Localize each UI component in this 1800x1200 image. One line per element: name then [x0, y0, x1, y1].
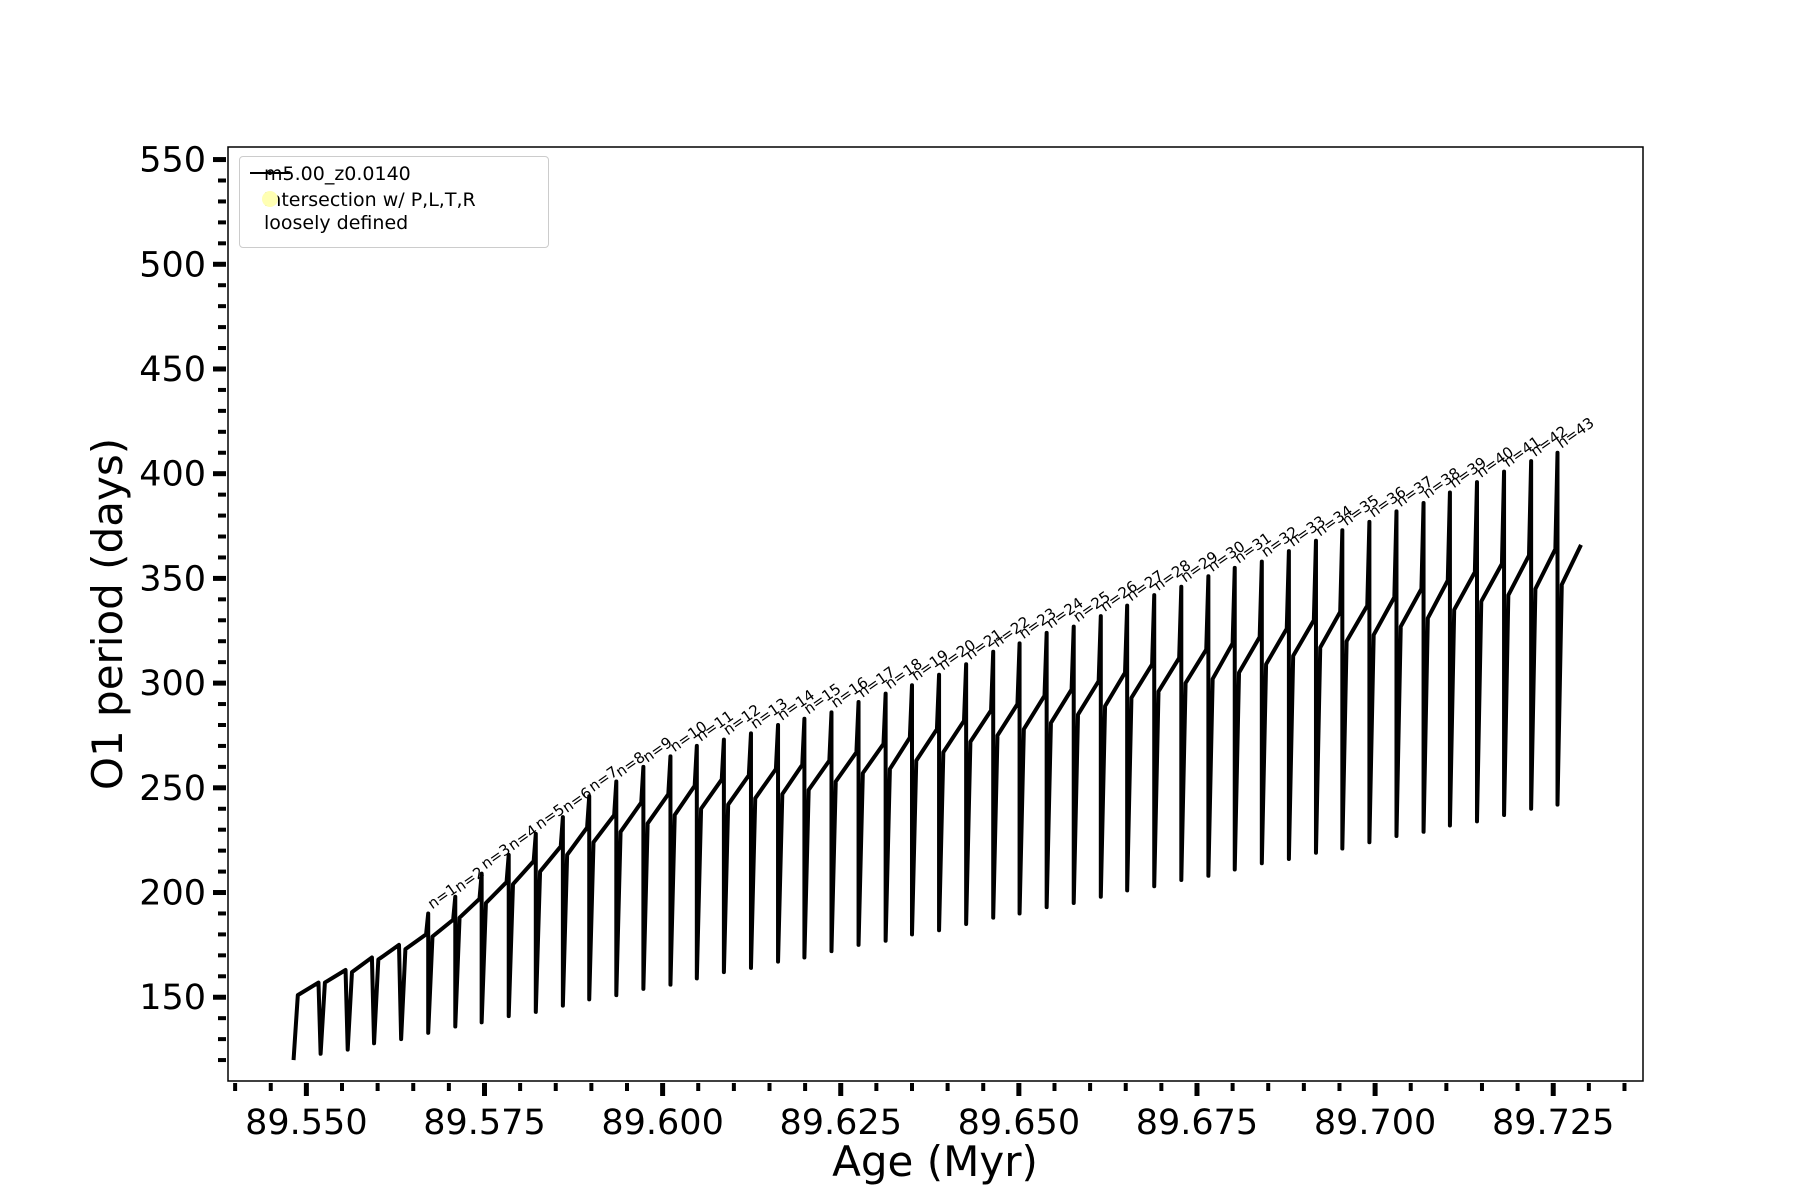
plot-frame — [227, 146, 1644, 1082]
x-tick-label: 89.575 — [423, 1103, 545, 1143]
x-tick-label: 89.700 — [1314, 1103, 1436, 1143]
legend-entry: m5.00_z0.0140 — [248, 163, 411, 186]
legend-entry: intersection w/ P,L,T,R loosely defined — [248, 189, 476, 235]
x-tick-label: 89.650 — [958, 1103, 1080, 1143]
y-tick-label: 250 — [139, 769, 206, 809]
y-tick-label: 150 — [139, 978, 206, 1018]
legend-marker — [268, 171, 272, 175]
x-tick-label: 89.675 — [1136, 1103, 1258, 1143]
x-axis-label: Age (Myr) — [832, 1137, 1038, 1186]
legend-marker — [262, 191, 278, 207]
y-tick-label: 550 — [139, 141, 206, 181]
x-tick-label: 89.550 — [245, 1103, 367, 1143]
legend-icon — [250, 171, 290, 175]
legend-icon — [262, 191, 278, 207]
y-axis-label: O1 period (days) — [83, 438, 132, 790]
x-tick-label: 89.600 — [601, 1103, 723, 1143]
y-tick-label: 200 — [139, 874, 206, 914]
series-line — [291, 450, 1583, 1061]
x-tick-label: 89.725 — [1492, 1103, 1614, 1143]
y-tick-label: 400 — [139, 455, 206, 495]
legend-label: m5.00_z0.0140 — [264, 163, 411, 185]
y-tick-label: 500 — [139, 245, 206, 285]
y-tick-label: 350 — [139, 559, 206, 599]
legend: m5.00_z0.0140 intersection w/ P,L,T,R loo… — [239, 156, 549, 248]
x-tick-label: 89.625 — [780, 1103, 902, 1143]
annotation: n=43 — [1553, 414, 1597, 452]
legend-label: intersection w/ P,L,T,R loosely defined — [264, 189, 476, 234]
y-tick-label: 450 — [139, 350, 206, 390]
y-tick-label: 300 — [139, 664, 206, 704]
